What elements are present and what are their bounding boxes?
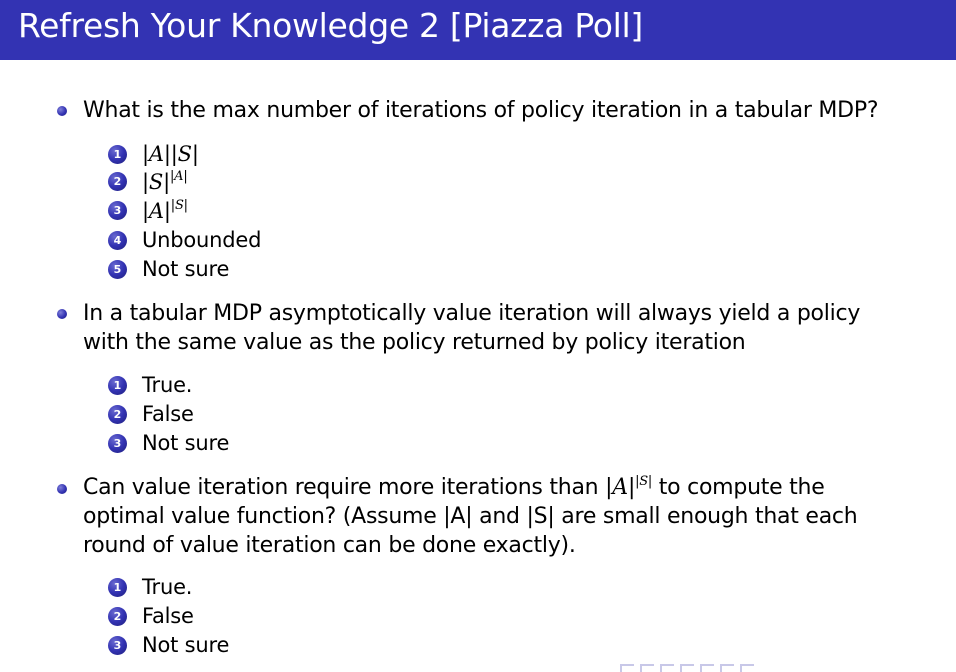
- question-3-text-line-2: optimal value function? (Assume |A| and …: [83, 504, 858, 529]
- option-number-icon: 3: [108, 201, 127, 220]
- nav-document-icon[interactable]: [700, 664, 714, 672]
- question-2-option-1: True.: [142, 373, 193, 397]
- nav-frame-prev-icon[interactable]: [620, 664, 634, 672]
- option-number-icon: 3: [108, 636, 127, 655]
- question-1-text: What is the max number of iterations of …: [83, 98, 879, 123]
- question-2-text-line-1: In a tabular MDP asymptotically value it…: [83, 301, 861, 326]
- question-2-text-line-2: with the same value as the policy return…: [83, 330, 746, 355]
- nav-search-icon[interactable]: [740, 664, 754, 672]
- question-3-option-1: True.: [142, 575, 193, 599]
- question-1-option-5: Not sure: [142, 257, 230, 281]
- question-1-option-2: |S||A|: [142, 169, 188, 194]
- question-2-option-3: Not sure: [142, 431, 230, 455]
- question-1-option-1: |A||S|: [142, 142, 199, 166]
- navigation-bar: [620, 664, 956, 672]
- question-3-option-2: False: [142, 604, 194, 628]
- option-number-icon: 4: [108, 231, 127, 250]
- option-number-icon: 1: [108, 578, 127, 597]
- question-3-option-3: Not sure: [142, 633, 230, 657]
- question-1-option-3: |A||S|: [142, 198, 188, 223]
- option-number-icon: 2: [108, 607, 127, 626]
- question-2-option-2: False: [142, 402, 194, 426]
- option-number-icon: 3: [108, 434, 127, 453]
- question-1-option-4: Unbounded: [142, 228, 262, 252]
- slide-title: Refresh Your Knowledge 2 [Piazza Poll]: [18, 6, 643, 45]
- option-number-icon: 2: [108, 172, 127, 191]
- option-number-icon: 5: [108, 260, 127, 279]
- nav-subsection-icon[interactable]: [660, 664, 674, 672]
- option-number-icon: 2: [108, 405, 127, 424]
- question-3-text-line-3: round of value iteration can be done exa…: [83, 533, 576, 558]
- bullet-icon: [57, 484, 67, 494]
- bullet-icon: [57, 309, 67, 319]
- bullet-icon: [57, 106, 67, 116]
- option-number-icon: 1: [108, 376, 127, 395]
- question-3-text-line-1: Can value iteration require more iterati…: [83, 474, 825, 500]
- option-number-icon: 1: [108, 145, 127, 164]
- title-bar: Refresh Your Knowledge 2 [Piazza Poll]: [0, 0, 956, 60]
- nav-frame-next-icon[interactable]: [640, 664, 654, 672]
- nav-section-icon[interactable]: [680, 664, 694, 672]
- nav-back-icon[interactable]: [720, 664, 734, 672]
